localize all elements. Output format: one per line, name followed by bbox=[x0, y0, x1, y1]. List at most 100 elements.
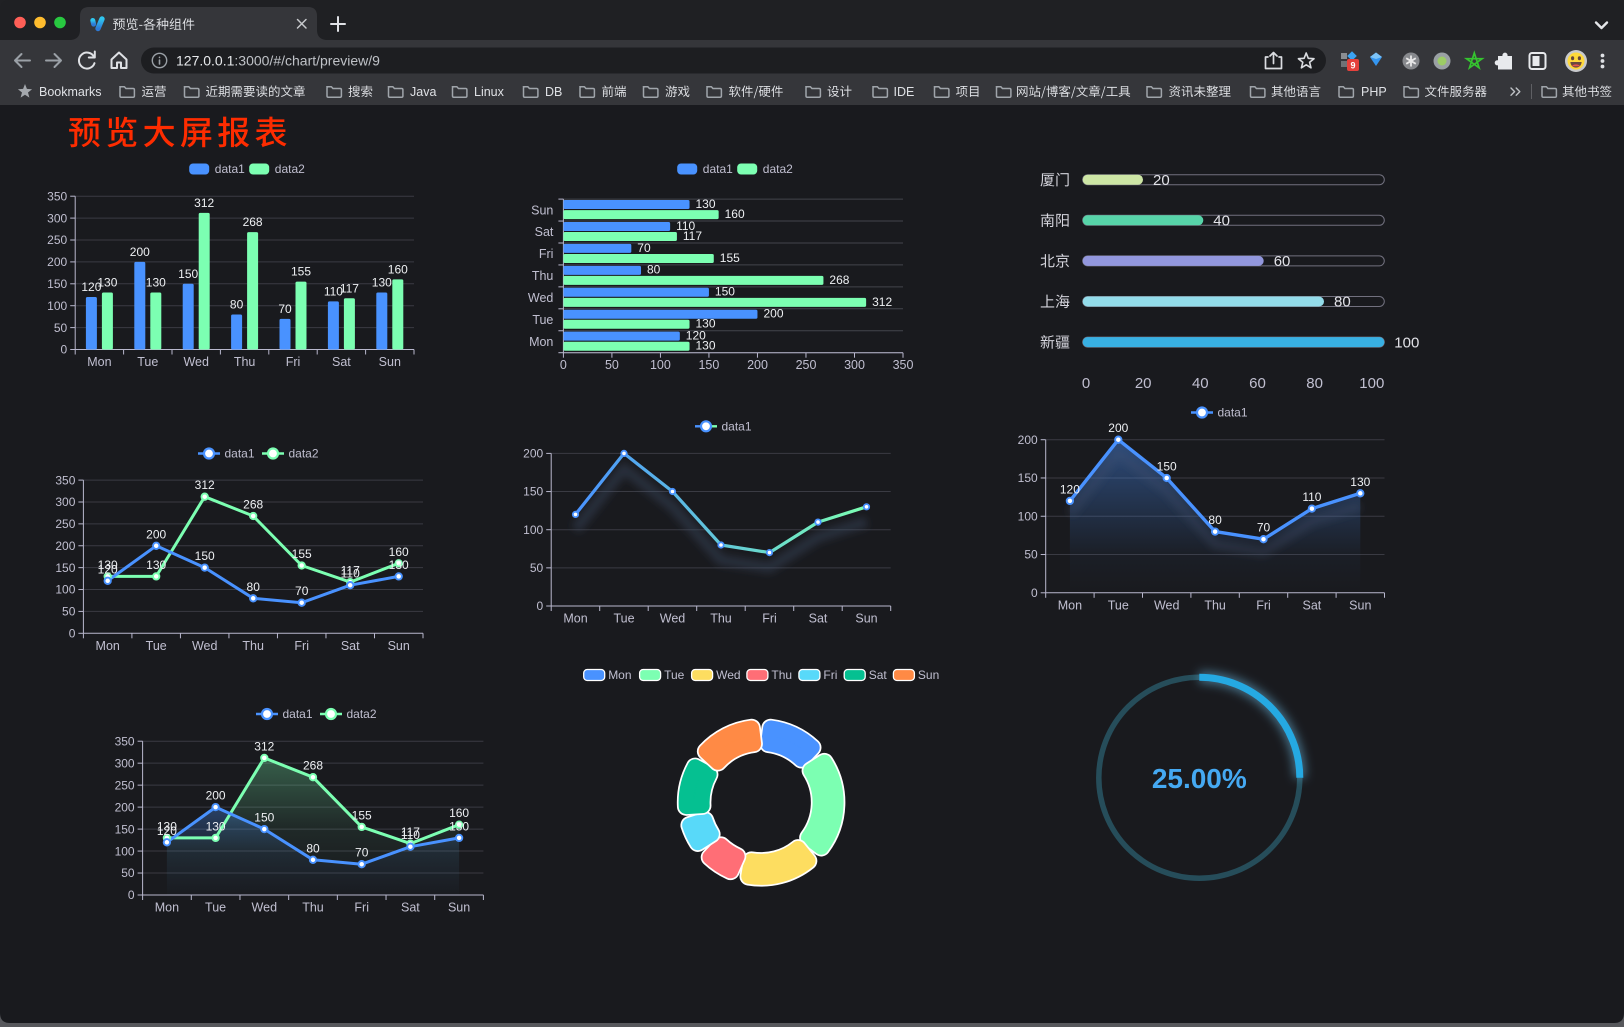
svg-text:200: 200 bbox=[747, 358, 768, 372]
svg-text:127.0.0.1:3000/#/chart/preview: 127.0.0.1:3000/#/chart/preview/9 bbox=[176, 53, 380, 69]
svg-text:0: 0 bbox=[1031, 586, 1038, 600]
svg-text:250: 250 bbox=[115, 778, 135, 792]
svg-text:Thu: Thu bbox=[1204, 598, 1226, 612]
svg-text:80: 80 bbox=[1306, 375, 1323, 392]
svg-text:DB: DB bbox=[545, 85, 562, 99]
svg-text:60: 60 bbox=[1249, 375, 1266, 392]
svg-text:Mon: Mon bbox=[563, 612, 587, 626]
svg-text:Thu: Thu bbox=[710, 612, 732, 626]
svg-text:Sat: Sat bbox=[341, 639, 360, 653]
svg-text:150: 150 bbox=[1018, 471, 1038, 485]
svg-text:312: 312 bbox=[194, 196, 214, 210]
svg-text:268: 268 bbox=[243, 498, 263, 512]
svg-text:Bookmarks: Bookmarks bbox=[39, 85, 102, 99]
svg-text:70: 70 bbox=[1257, 521, 1271, 535]
svg-text:268: 268 bbox=[303, 759, 323, 773]
svg-text:data2: data2 bbox=[347, 707, 377, 721]
svg-text:70: 70 bbox=[295, 584, 309, 598]
svg-text:110: 110 bbox=[401, 828, 420, 842]
svg-text:Mon: Mon bbox=[1058, 598, 1082, 612]
svg-text:130: 130 bbox=[146, 276, 166, 290]
svg-text:160: 160 bbox=[389, 545, 409, 559]
svg-text:200: 200 bbox=[206, 789, 226, 803]
svg-text:60: 60 bbox=[1274, 253, 1291, 270]
svg-text:117: 117 bbox=[340, 281, 359, 295]
svg-text:Wed: Wed bbox=[1154, 598, 1180, 612]
svg-text:80: 80 bbox=[647, 263, 661, 277]
svg-text:80: 80 bbox=[306, 841, 320, 855]
svg-text:117: 117 bbox=[341, 564, 360, 578]
svg-text:0: 0 bbox=[61, 343, 68, 357]
svg-text:70: 70 bbox=[637, 241, 651, 255]
svg-text:Sun: Sun bbox=[855, 612, 877, 626]
svg-text:110: 110 bbox=[1302, 490, 1321, 504]
svg-text:data1: data1 bbox=[1218, 406, 1248, 420]
svg-text:Mon: Mon bbox=[608, 668, 631, 682]
svg-text:40: 40 bbox=[1192, 375, 1209, 392]
svg-text:120: 120 bbox=[686, 329, 706, 343]
svg-text:Tue: Tue bbox=[613, 612, 634, 626]
svg-text:110: 110 bbox=[341, 567, 360, 581]
svg-text:PHP: PHP bbox=[1361, 85, 1387, 99]
svg-text:150: 150 bbox=[254, 811, 274, 825]
svg-text:350: 350 bbox=[115, 734, 135, 748]
svg-text:Mon: Mon bbox=[96, 639, 120, 653]
svg-text:Java: Java bbox=[410, 85, 436, 99]
svg-text:268: 268 bbox=[829, 273, 849, 287]
svg-text:Sun: Sun bbox=[448, 901, 470, 915]
svg-text:Thu: Thu bbox=[302, 901, 324, 915]
svg-text:350: 350 bbox=[55, 473, 75, 487]
svg-text:Mon: Mon bbox=[87, 355, 111, 369]
svg-text:130: 130 bbox=[372, 276, 392, 290]
svg-text:data1: data1 bbox=[722, 420, 752, 434]
svg-text:Wed: Wed bbox=[252, 901, 278, 915]
svg-text:50: 50 bbox=[530, 561, 544, 575]
svg-text:130: 130 bbox=[696, 339, 716, 353]
svg-text:312: 312 bbox=[195, 478, 215, 492]
svg-text:80: 80 bbox=[247, 580, 261, 594]
svg-text:0: 0 bbox=[1082, 375, 1090, 392]
svg-text:268: 268 bbox=[243, 215, 263, 229]
svg-text:100: 100 bbox=[523, 523, 543, 537]
svg-text:Tue: Tue bbox=[205, 901, 226, 915]
svg-text:Linux: Linux bbox=[474, 85, 505, 99]
svg-text:data1: data1 bbox=[703, 162, 733, 176]
svg-text:Sun: Sun bbox=[531, 203, 553, 217]
svg-text:50: 50 bbox=[54, 321, 68, 335]
svg-text:data2: data2 bbox=[275, 162, 305, 176]
svg-text:350: 350 bbox=[893, 358, 914, 372]
svg-text:Sat: Sat bbox=[401, 901, 420, 915]
svg-text:150: 150 bbox=[47, 277, 67, 291]
svg-text:data1: data1 bbox=[225, 447, 255, 461]
svg-text:130: 130 bbox=[206, 819, 226, 833]
svg-text:70: 70 bbox=[355, 846, 369, 860]
svg-text:250: 250 bbox=[47, 233, 67, 247]
svg-text:130: 130 bbox=[449, 819, 469, 833]
svg-text:100: 100 bbox=[115, 844, 135, 858]
svg-text:120: 120 bbox=[81, 280, 101, 294]
svg-text:150: 150 bbox=[195, 549, 215, 563]
svg-text:200: 200 bbox=[47, 255, 67, 269]
svg-text:110: 110 bbox=[324, 284, 343, 298]
svg-text:200: 200 bbox=[523, 447, 543, 461]
svg-text:200: 200 bbox=[130, 245, 150, 259]
svg-text:50: 50 bbox=[605, 358, 619, 372]
svg-text:130: 130 bbox=[157, 819, 177, 833]
svg-text:20: 20 bbox=[1153, 172, 1170, 189]
svg-text:200: 200 bbox=[55, 539, 75, 553]
svg-text:120: 120 bbox=[157, 824, 177, 838]
svg-text:Fri: Fri bbox=[539, 247, 554, 261]
svg-text:150: 150 bbox=[115, 822, 135, 836]
svg-text:data2: data2 bbox=[289, 447, 319, 461]
svg-text:20: 20 bbox=[1135, 375, 1152, 392]
svg-text:200: 200 bbox=[146, 527, 166, 541]
svg-text:Thu: Thu bbox=[771, 668, 792, 682]
svg-text:Wed: Wed bbox=[660, 612, 686, 626]
svg-text:155: 155 bbox=[292, 547, 312, 561]
svg-text:Sun: Sun bbox=[388, 639, 410, 653]
svg-text:150: 150 bbox=[55, 561, 75, 575]
svg-text:70: 70 bbox=[278, 302, 292, 316]
svg-text:50: 50 bbox=[1024, 548, 1038, 562]
svg-text:150: 150 bbox=[178, 267, 198, 281]
svg-text:Tue: Tue bbox=[146, 639, 167, 653]
